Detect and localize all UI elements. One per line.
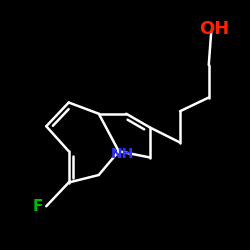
- Text: OH: OH: [198, 20, 229, 38]
- Text: NH: NH: [111, 147, 134, 161]
- Text: F: F: [32, 199, 43, 214]
